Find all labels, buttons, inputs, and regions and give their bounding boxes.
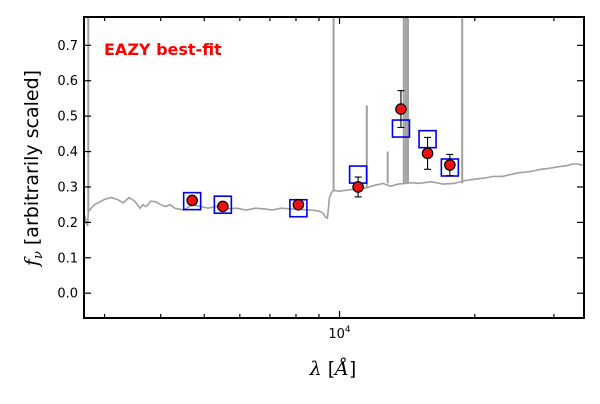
x-tick-label-base: 10 [328, 327, 345, 342]
observed-photometry-point [352, 181, 364, 193]
y-tick-label: 0.4 [57, 145, 78, 160]
observed-photometry-point [444, 159, 456, 171]
model-photometry-square [213, 195, 233, 214]
observed-photometry-point [421, 147, 434, 160]
y-tick-label: 0.7 [57, 39, 78, 54]
chart-title: EAZY best-fit [104, 40, 222, 59]
y-tick-label: 0.1 [57, 251, 78, 266]
axes-layer: 0.0 0.1 0.2 0.3 0.4 0.5 0.6 0.7 104 [57, 16, 585, 342]
sed-layer [84, 17, 584, 227]
y-tick-label: 0.6 [57, 74, 78, 89]
observed-photometry-point [292, 198, 305, 211]
x-axis-label: λ [Å] [309, 358, 357, 380]
observed-photometry-point [217, 200, 229, 213]
observed-photometry-point [186, 194, 198, 207]
y-axis-label: fν [arbitrarily scaled] [21, 70, 46, 268]
y-tick-label: 0.5 [57, 110, 78, 125]
model-photometry-square [182, 191, 202, 211]
y-tick-label: 0.0 [57, 287, 78, 302]
observed-photometry-point [395, 103, 407, 115]
sed-curve [84, 163, 584, 227]
observed-layer [186, 90, 456, 213]
x-tick-label: 104 [328, 325, 351, 342]
plot-frame [83, 16, 585, 319]
x-tick-label-exponent: 4 [345, 325, 351, 335]
y-tick-label: 0.2 [57, 216, 78, 231]
y-tick-label: 0.3 [57, 180, 78, 195]
